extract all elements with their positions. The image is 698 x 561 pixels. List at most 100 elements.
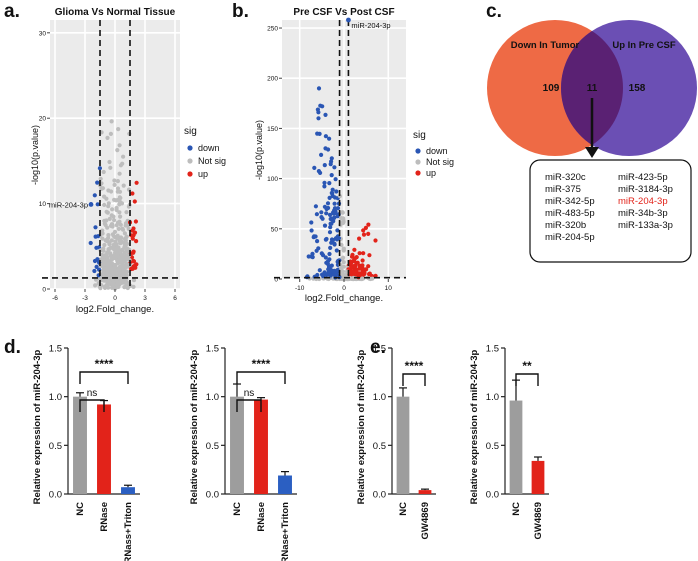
y-axis-label: Relative expression of miR-204-3p	[356, 349, 367, 504]
point-down	[315, 107, 320, 112]
point-up	[352, 247, 357, 252]
point-notsig	[98, 176, 103, 181]
point-down	[317, 268, 322, 273]
point-down	[315, 272, 320, 278]
venn-left-count: 109	[543, 83, 560, 94]
point-notsig	[105, 263, 110, 268]
x-tick-label: 0	[113, 295, 117, 302]
venn-diagram: Down In Tumor Up In Pre CSF 109 11 158 m…	[487, 20, 697, 263]
point-down	[323, 112, 328, 117]
significance-bracket	[515, 373, 539, 386]
point-notsig	[117, 202, 122, 207]
mirna-right-item: miR-34b-3p	[618, 208, 668, 219]
y-tick-label: 1.5	[373, 344, 386, 355]
point-up	[130, 191, 135, 196]
x-tick-label: -10	[295, 285, 305, 292]
volcano-b-annotation: miR-204-3p	[351, 21, 390, 30]
y-tick-label: 1.5	[206, 344, 219, 355]
panel-letter-c: c.	[486, 1, 502, 22]
point-down	[333, 210, 338, 216]
legend-a-notsig: Not sig	[198, 156, 226, 166]
point-down	[335, 206, 341, 211]
point-notsig	[341, 219, 346, 224]
y-tick-label: 0	[274, 277, 278, 284]
legend-b-down-dot	[415, 148, 421, 154]
point-notsig	[370, 276, 375, 281]
point-notsig	[120, 254, 125, 259]
point-down	[315, 239, 320, 244]
y-tick-label: 0.5	[206, 441, 219, 452]
point-down	[310, 251, 315, 256]
point-notsig	[116, 127, 121, 132]
y-tick-label: 1.5	[486, 344, 499, 355]
point-notsig	[110, 257, 115, 262]
point-notsig	[112, 229, 118, 234]
bar-rnase-triton	[278, 475, 292, 494]
point-down	[315, 131, 320, 136]
point-down	[97, 166, 102, 171]
point-down	[92, 193, 97, 198]
point-notsig	[106, 249, 111, 254]
bar-rnass-triton	[121, 487, 135, 494]
y-tick-label: 200	[267, 76, 278, 83]
point-notsig	[109, 267, 114, 272]
annotated-point	[88, 202, 94, 207]
point-notsig	[100, 236, 105, 241]
point-notsig	[106, 235, 111, 241]
point-notsig	[120, 227, 126, 232]
point-notsig	[124, 210, 129, 215]
point-down	[323, 255, 328, 260]
panel-letter-d: d.	[4, 337, 21, 358]
bar-gw4869	[531, 460, 545, 494]
point-notsig	[121, 154, 126, 159]
point-down	[329, 156, 334, 161]
point-down	[327, 257, 332, 262]
point-down	[88, 240, 93, 246]
legend-b-notsig-dot	[415, 159, 421, 165]
significance-label: **	[522, 359, 532, 373]
point-down	[334, 248, 339, 253]
point-down	[325, 201, 331, 206]
point-up	[366, 231, 371, 236]
point-notsig	[106, 188, 111, 193]
point-down	[329, 190, 334, 196]
bar-nc	[509, 400, 523, 494]
x-tick-label: RNase+Triton	[280, 502, 291, 561]
point-down	[324, 211, 329, 216]
point-notsig	[110, 224, 115, 229]
point-notsig	[116, 245, 121, 250]
point-notsig	[113, 249, 119, 254]
point-notsig	[107, 273, 112, 278]
point-notsig	[114, 205, 119, 211]
bar-chart-e-u251: 0.0 0.5 1.0 1.5 NC GW4869 ** Relative expressio…	[469, 344, 549, 540]
point-down	[326, 205, 331, 211]
point-notsig	[131, 284, 136, 289]
point-notsig	[107, 216, 112, 221]
legend-a-notsig-dot	[187, 158, 193, 164]
point-down	[327, 251, 332, 257]
significance-bracket	[79, 399, 105, 412]
point-down	[333, 236, 339, 241]
panel-letter-e: e.	[370, 337, 386, 358]
point-down	[336, 236, 341, 241]
point-notsig	[122, 231, 127, 236]
point-notsig	[115, 186, 121, 191]
y-tick-label: 0.5	[49, 441, 62, 452]
point-down	[328, 245, 333, 250]
point-notsig	[118, 214, 123, 219]
point-notsig	[117, 171, 122, 176]
point-notsig	[102, 242, 107, 248]
point-up	[362, 270, 367, 276]
point-down	[322, 223, 328, 228]
y-axis-label: Relative expression of miR-204-3p	[469, 349, 480, 504]
point-down	[96, 245, 102, 250]
point-notsig	[112, 178, 117, 183]
point-notsig	[117, 143, 122, 148]
mirna-left-item: miR-483-5p	[545, 208, 595, 219]
significance-label: ns	[87, 388, 98, 399]
point-up	[361, 251, 366, 256]
point-down	[314, 212, 319, 217]
y-tick-label: 10	[39, 201, 47, 208]
volcano-plot-glioma: -6 -3 0 3 6 0 10 20 30 Glioma Vs Normal Tissue l…	[30, 7, 180, 315]
volcano-a-title: Glioma Vs Normal Tissue	[55, 7, 176, 18]
